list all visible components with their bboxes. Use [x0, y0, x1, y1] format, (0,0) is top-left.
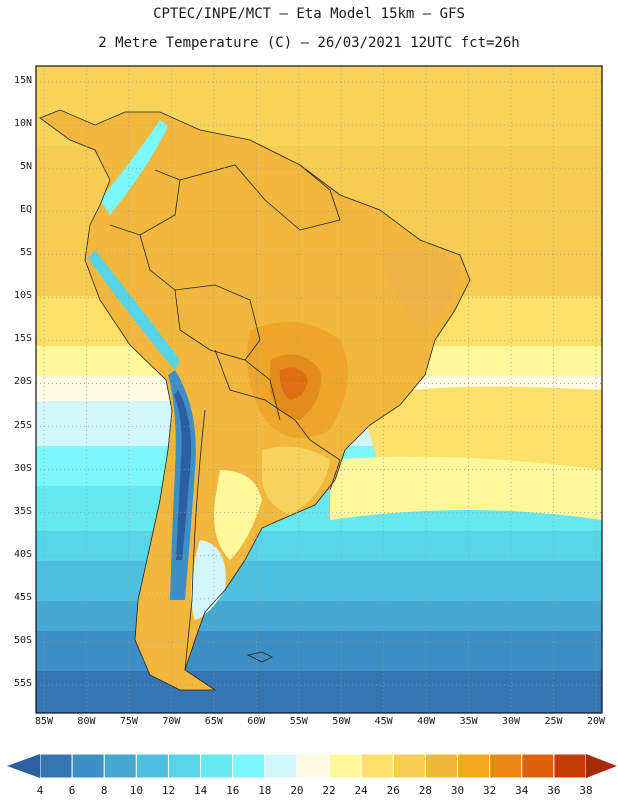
chart-title: CPTEC/INPE/MCT – Eta Model 15km – GFS [153, 6, 465, 22]
lon-tick-label: 55W [289, 716, 308, 727]
colorbar-swatch [489, 753, 523, 779]
colorbar-high-arrow [586, 754, 617, 778]
lat-tick-label: 15S [13, 333, 32, 345]
colorbar-swatch [521, 753, 555, 779]
plot-frame [35, 65, 603, 714]
lat-tick-label: 20S [13, 376, 32, 388]
lat-tick-label: 45S [13, 591, 32, 603]
colorbar-label: 6 [68, 784, 76, 797]
lon-tick-label: 35W [459, 716, 478, 727]
lon-tick-label: 70W [162, 716, 181, 727]
lat-tick-label: 50S [13, 634, 32, 646]
colorbar-label: 20 [290, 784, 304, 797]
colorbar-label: 24 [354, 784, 368, 797]
chart-subtitle: 2 Metre Temperature (C) – 26/03/2021 12U… [98, 35, 520, 51]
lat-tick-label: 40S [13, 548, 32, 560]
lat-tick-label: 30S [13, 462, 32, 474]
colorbar-label: 34 [515, 784, 529, 797]
colorbar-swatch [39, 753, 73, 779]
lat-tick-label: 10S [13, 290, 32, 302]
lat-tick-label: 35S [13, 505, 32, 517]
colorbar-label: 8 [100, 784, 108, 797]
colorbar-label: 32 [483, 784, 497, 797]
colorbar-swatch [103, 753, 137, 779]
lat-tick-label: 15N [13, 75, 32, 86]
colorbar-label: 22 [322, 784, 336, 797]
lon-tick-label: 85W [34, 716, 54, 727]
colorbar-label: 38 [579, 784, 593, 797]
lon-tick-label: 25W [544, 716, 563, 727]
lon-tick-label: 45W [374, 716, 393, 727]
colorbar-swatch [457, 753, 491, 779]
colorbar-label: 12 [161, 784, 176, 797]
lat-tick-label: 55S [13, 677, 32, 689]
lon-tick-label: 65W [204, 716, 223, 727]
colorbar-swatch [71, 753, 105, 779]
lon-tick-label: 60W [247, 716, 266, 727]
colorbar [7, 753, 617, 779]
lon-tick-label: 40W [417, 716, 436, 727]
lon-tick-label: 75W [119, 716, 138, 727]
lon-tick-label: 30W [502, 716, 521, 727]
colorbar-label: 36 [547, 784, 561, 797]
colorbar-swatch [328, 753, 362, 779]
colorbar-label: 4 [36, 784, 44, 797]
colorbar-label: 18 [258, 784, 272, 797]
colorbar-swatch [200, 753, 234, 779]
colorbar-label: 26 [386, 784, 400, 797]
colorbar-label: 10 [129, 784, 143, 797]
colorbar-label: 14 [193, 784, 208, 797]
lon-tick-label: 20W [586, 716, 605, 727]
colorbar-swatch [135, 753, 169, 779]
colorbar-swatch [167, 753, 202, 779]
lat-tick-label: 5S [19, 247, 32, 259]
lat-tick-label: EQ [19, 204, 32, 216]
lat-tick-label: 25S [13, 419, 32, 431]
lon-tick-label: 80W [77, 716, 96, 727]
colorbar-swatch [232, 753, 266, 779]
colorbar-label: 16 [226, 784, 240, 797]
colorbar-swatch [264, 753, 298, 779]
colorbar-swatch [296, 753, 330, 779]
colorbar-swatch [360, 753, 394, 779]
lat-tick-label: 10N [13, 118, 32, 130]
colorbar-low-arrow [7, 754, 40, 778]
colorbar-label: 30 [450, 784, 465, 797]
colorbar-swatch [392, 753, 426, 779]
map-field [36, 66, 602, 713]
lon-tick-label: 50W [332, 716, 351, 727]
colorbar-swatch [553, 753, 587, 779]
lat-tick-label: 5N [19, 161, 32, 173]
colorbar-swatch [424, 753, 459, 779]
colorbar-label: 28 [418, 784, 433, 797]
